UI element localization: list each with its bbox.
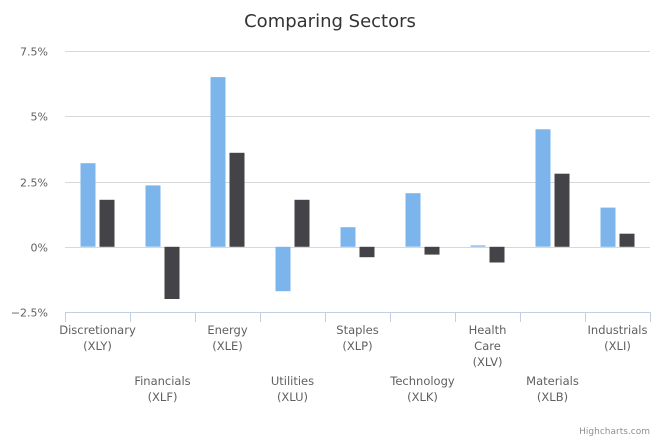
category-label-line: Care	[474, 339, 501, 353]
bar-series1-7[interactable]	[535, 129, 551, 247]
category-label-line: (XLP)	[342, 339, 372, 353]
chart-title: Comparing Sectors	[244, 11, 416, 32]
bar-series1-1[interactable]	[145, 185, 161, 247]
category-label-line: Technology	[389, 374, 455, 388]
bar-series2-6[interactable]	[489, 246, 505, 263]
y-tick-label-1: 5%	[31, 111, 48, 124]
bars	[80, 77, 635, 299]
y-tick-label-0: 7.5%	[20, 46, 48, 59]
bar-series2-0[interactable]	[99, 199, 115, 247]
y-tick-label-4: −2.5%	[11, 307, 48, 320]
category-label-line: (XLV)	[473, 355, 503, 369]
category-label-3: Utilities (XLU)	[271, 374, 314, 404]
bar-series2-1[interactable]	[164, 246, 180, 299]
y-axis-ticks: 7.5% 5% 2.5% 0% −2.5%	[11, 46, 48, 320]
category-label-line: (XLE)	[212, 339, 243, 353]
category-label-2: Energy (XLE)	[207, 323, 247, 353]
category-label-line: (XLY)	[83, 339, 112, 353]
category-label-line: Discretionary	[59, 323, 136, 337]
category-label-1: Financials (XLF)	[134, 374, 190, 404]
bar-series1-0[interactable]	[80, 163, 96, 247]
category-label-line: Staples	[336, 323, 378, 337]
category-label-5: Technology (XLK)	[389, 374, 455, 404]
bar-series1-8[interactable]	[600, 207, 616, 247]
category-label-4: Staples (XLP)	[336, 323, 378, 353]
bar-series2-3[interactable]	[294, 199, 310, 247]
bar-series2-2[interactable]	[229, 152, 245, 247]
category-label-line: (XLF)	[148, 390, 178, 404]
y-tick-label-3: 0%	[31, 242, 48, 255]
bar-series2-5[interactable]	[424, 246, 440, 255]
x-axis	[65, 312, 651, 322]
category-label-line: (XLK)	[407, 390, 438, 404]
category-label-line: Energy	[207, 323, 247, 337]
y-tick-label-2: 2.5%	[20, 177, 48, 190]
category-label-line: Industrials	[588, 323, 648, 337]
category-label-6: Health Care (XLV)	[469, 323, 507, 369]
category-label-line: (XLI)	[604, 339, 631, 353]
category-label-line: (XLU)	[277, 390, 308, 404]
category-labels: Discretionary (XLY) Financials (XLF) Energy (…	[59, 323, 647, 404]
category-label-7: Materials (XLB)	[526, 374, 579, 404]
category-label-line: Financials	[134, 374, 190, 388]
bar-series2-8[interactable]	[619, 233, 635, 247]
bar-series2-7[interactable]	[554, 173, 570, 247]
bar-series1-3[interactable]	[275, 246, 291, 292]
category-label-0: Discretionary (XLY)	[59, 323, 136, 353]
category-label-8: Industrials (XLI)	[588, 323, 648, 353]
category-label-line: Utilities	[271, 374, 314, 388]
bar-series1-2[interactable]	[210, 77, 226, 247]
chart-credits[interactable]: Highcharts.com	[579, 427, 650, 437]
category-label-line: (XLB)	[537, 390, 568, 404]
category-label-line: Health	[469, 323, 507, 337]
bar-series1-6[interactable]	[470, 245, 486, 247]
category-label-line: Materials	[526, 374, 579, 388]
bar-series2-4[interactable]	[359, 246, 375, 258]
bar-series1-5[interactable]	[405, 193, 421, 247]
bar-series1-4[interactable]	[340, 227, 356, 247]
